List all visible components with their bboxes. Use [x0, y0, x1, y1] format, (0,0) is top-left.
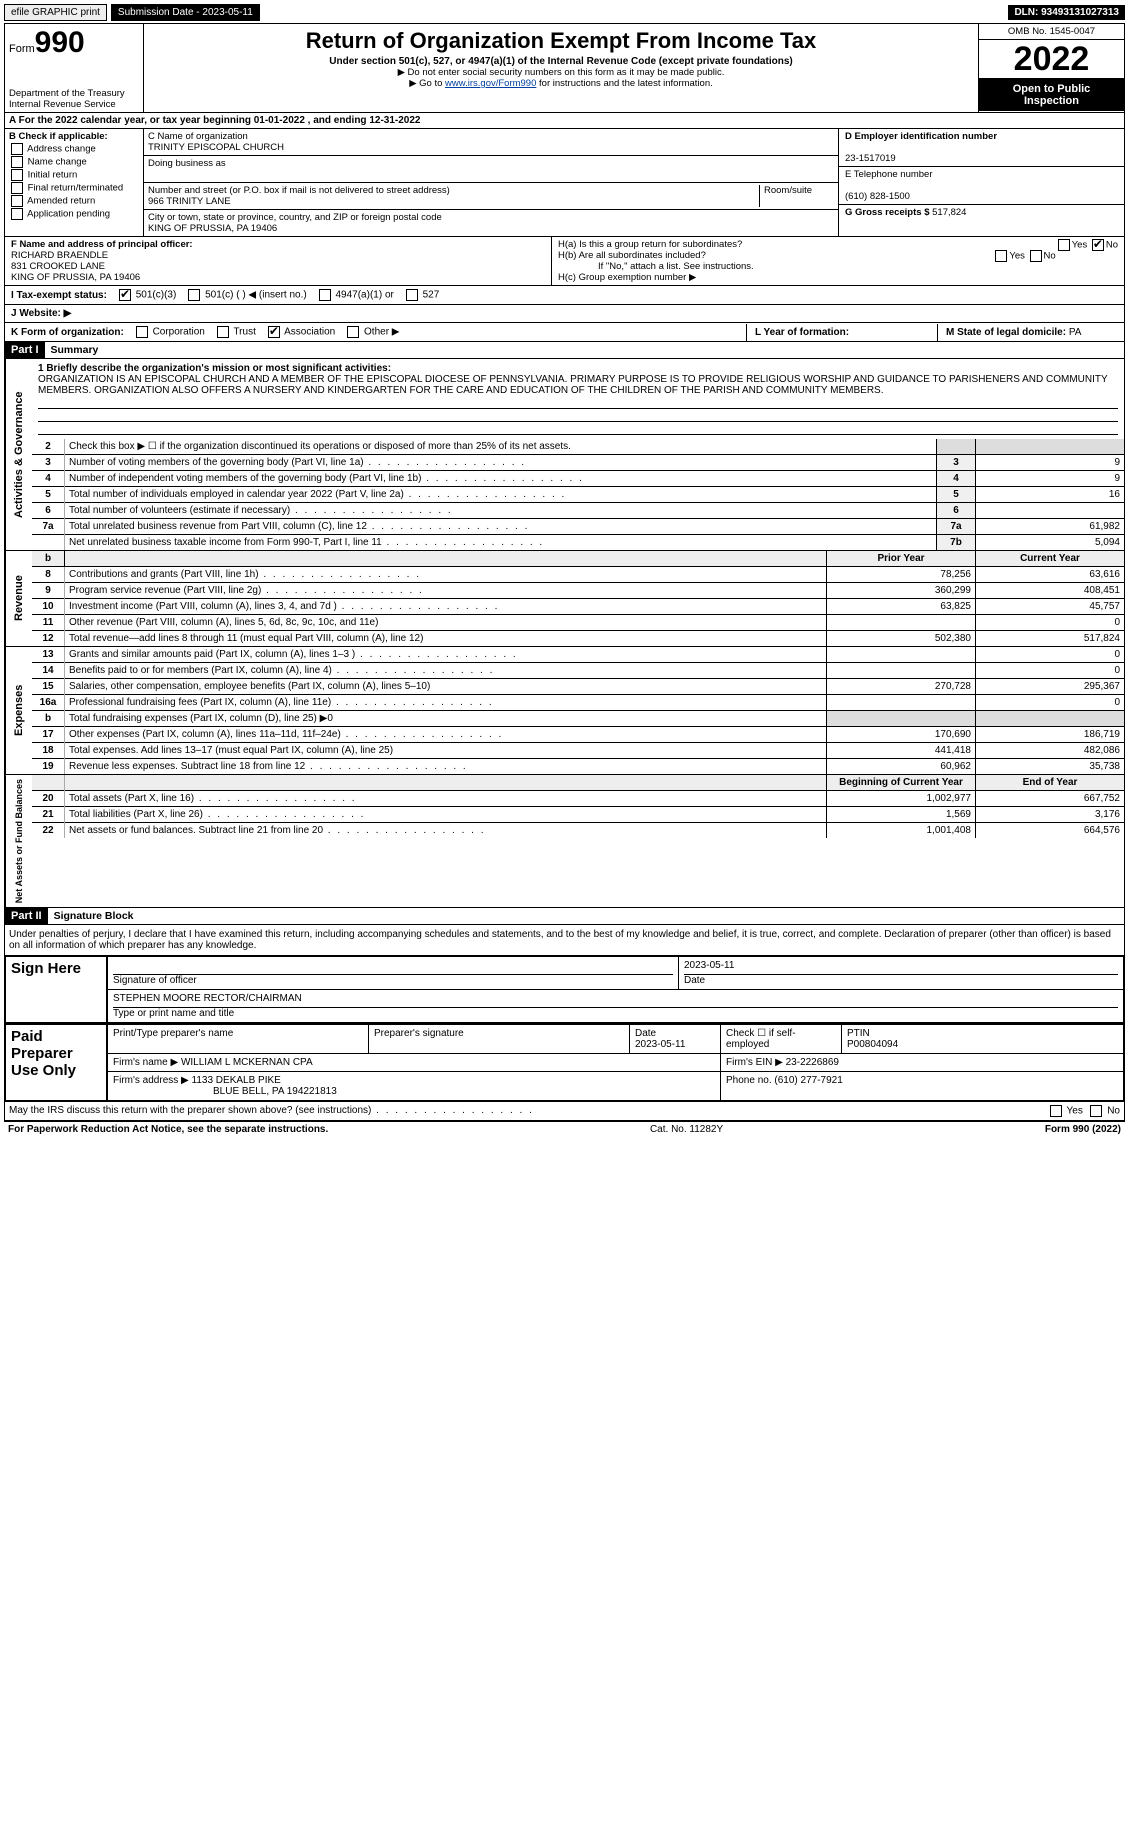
part1-header-row: Part I Summary — [5, 342, 1124, 359]
mission: 1 Briefly describe the organization's mi… — [32, 359, 1124, 439]
open-to-public: Open to PublicInspection — [979, 79, 1124, 111]
section-fh: F Name and address of principal officer:… — [5, 237, 1124, 286]
tax-year: 2022 — [979, 40, 1124, 79]
part1-body: Activities & Governance 1 Briefly descri… — [5, 359, 1124, 551]
form-title: Return of Organization Exempt From Incom… — [150, 28, 972, 54]
box-h: H(a) Is this a group return for subordin… — [552, 237, 1124, 285]
exp-table: 13Grants and similar amounts paid (Part … — [32, 647, 1124, 774]
sign-here-label: Sign Here — [6, 956, 108, 1023]
footer: For Paperwork Reduction Act Notice, see … — [4, 1122, 1125, 1137]
line-a: A For the 2022 calendar year, or tax yea… — [5, 113, 1124, 129]
header-left: Form990 Department of the Treasury Inter… — [5, 24, 144, 112]
box-i: I Tax-exempt status: 501(c)(3) 501(c) ( … — [5, 286, 1124, 305]
box-f: F Name and address of principal officer:… — [5, 237, 552, 285]
vlabel-rev: Revenue — [5, 551, 32, 646]
sign-here-table: Sign Here Signature of officer 2023-05-1… — [5, 955, 1124, 1023]
box-j: J Website: ▶ — [5, 305, 1124, 323]
part1-tab: Part I — [5, 342, 45, 358]
paid-preparer-label: Paid Preparer Use Only — [6, 1024, 108, 1101]
header-right: OMB No. 1545-0047 2022 Open to PublicIns… — [978, 24, 1124, 112]
vlabel-exp: Expenses — [5, 647, 32, 774]
efile-label: efile GRAPHIC print — [4, 4, 107, 21]
top-bar: efile GRAPHIC print Submission Date - 20… — [4, 4, 1125, 21]
ag-table: 2Check this box ▶ ☐ if the organization … — [32, 439, 1124, 550]
irs-link[interactable]: www.irs.gov/Form990 — [445, 78, 536, 89]
expenses-section: Expenses 13Grants and similar amounts pa… — [5, 647, 1124, 775]
form-header: Form990 Department of the Treasury Inter… — [5, 24, 1124, 113]
paid-preparer-table: Paid Preparer Use Only Print/Type prepar… — [5, 1023, 1124, 1101]
netassets-section: Net Assets or Fund Balances Beginning of… — [5, 775, 1124, 908]
submission-date-button[interactable]: Submission Date - 2023-05-11 — [111, 4, 260, 21]
signature-block: Under penalties of perjury, I declare th… — [5, 927, 1124, 1121]
part2-header-row: Part II Signature Block — [5, 908, 1124, 925]
rev-table: bPrior YearCurrent Year 8Contributions a… — [32, 551, 1124, 646]
header-center: Return of Organization Exempt From Incom… — [144, 24, 978, 112]
dln-label: DLN: 93493131027313 — [1008, 5, 1125, 20]
section-bcd: B Check if applicable: Address change Na… — [5, 129, 1124, 237]
revenue-section: Revenue bPrior YearCurrent Year 8Contrib… — [5, 551, 1124, 647]
part2-tab: Part II — [5, 908, 48, 924]
box-d: D Employer identification number23-15170… — [839, 129, 1124, 236]
vlabel-ag: Activities & Governance — [5, 359, 32, 550]
form-outer: Form990 Department of the Treasury Inter… — [4, 23, 1125, 1122]
na-table: Beginning of Current YearEnd of Year 20T… — [32, 775, 1124, 838]
vlabel-na: Net Assets or Fund Balances — [5, 775, 32, 907]
may-irs-row: May the IRS discuss this return with the… — [5, 1101, 1124, 1121]
box-b: B Check if applicable: Address change Na… — [5, 129, 144, 236]
box-klm: K Form of organization: Corporation Trus… — [5, 323, 1124, 342]
box-c: C Name of organizationTRINITY EPISCOPAL … — [144, 129, 839, 236]
